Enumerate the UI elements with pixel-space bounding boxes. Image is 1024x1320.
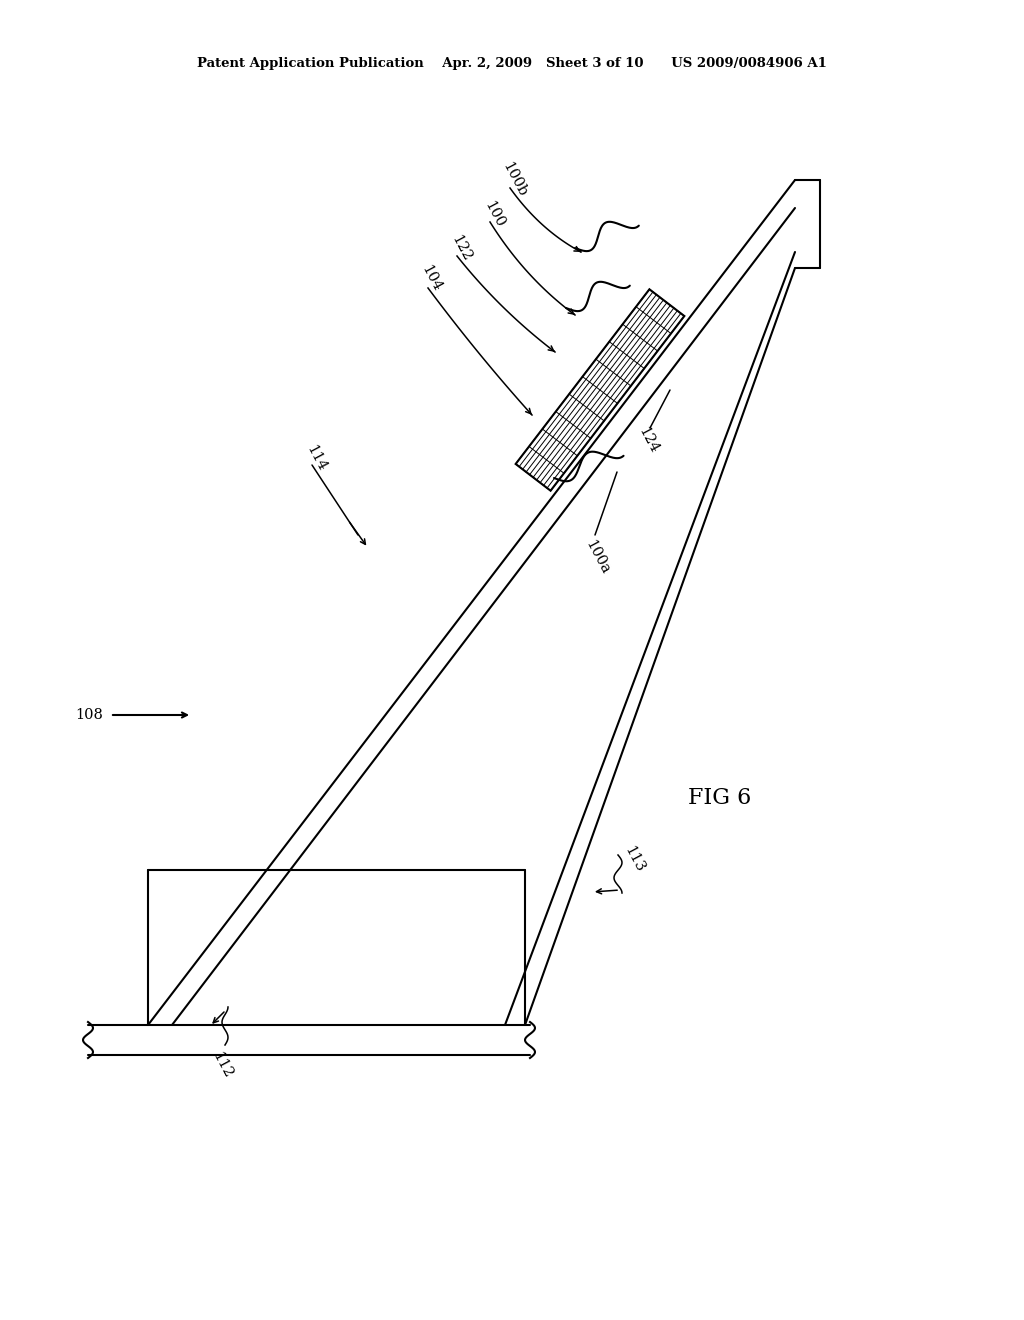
Text: 122: 122 xyxy=(449,234,474,264)
Text: 100b: 100b xyxy=(500,160,529,199)
Text: 100: 100 xyxy=(481,199,507,230)
Polygon shape xyxy=(516,289,684,491)
Text: 124: 124 xyxy=(636,425,660,455)
Text: FIG 6: FIG 6 xyxy=(688,787,752,809)
Text: 113: 113 xyxy=(622,843,647,874)
Text: Patent Application Publication    Apr. 2, 2009   Sheet 3 of 10      US 2009/0084: Patent Application Publication Apr. 2, 2… xyxy=(197,57,827,70)
Text: 108: 108 xyxy=(75,708,102,722)
Text: 112: 112 xyxy=(210,1049,234,1081)
Text: 104: 104 xyxy=(419,263,443,294)
Text: 100a: 100a xyxy=(583,539,612,577)
Text: 114: 114 xyxy=(303,444,329,474)
